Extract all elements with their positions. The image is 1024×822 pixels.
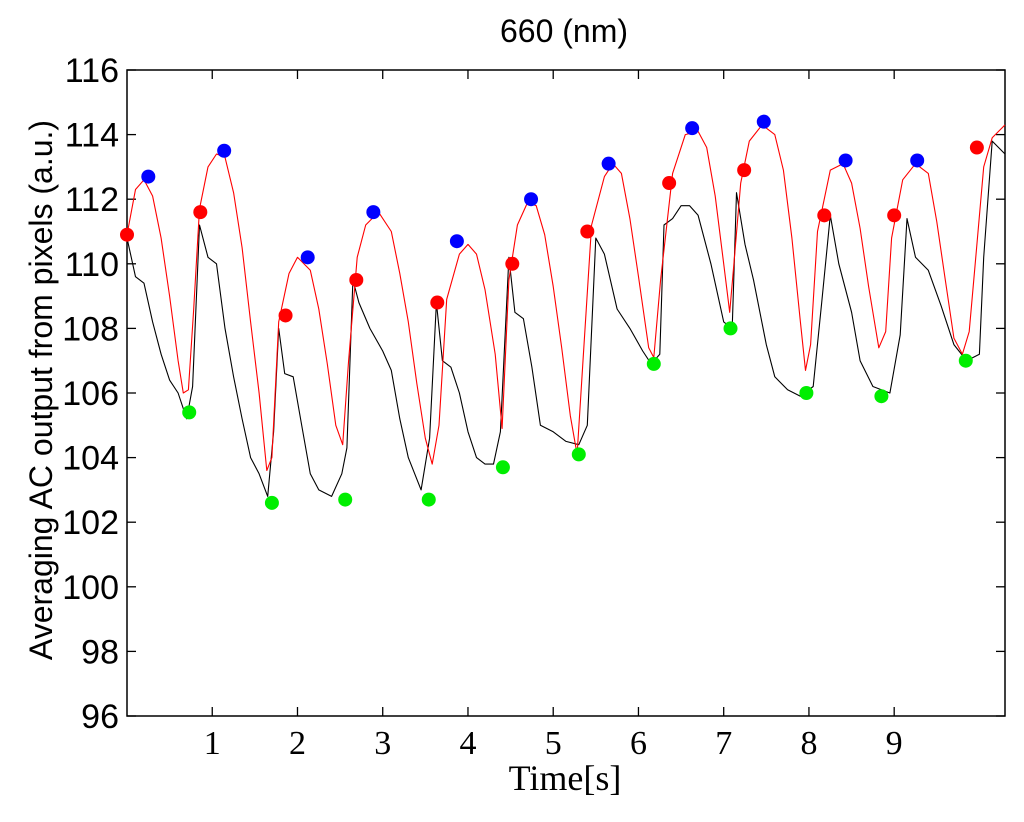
chart-title: 660 (nm): [500, 13, 628, 49]
envelope-line: [126, 124, 1006, 472]
peak-marker: [601, 156, 616, 171]
raw-signal-line: [126, 140, 1006, 497]
x-tick-label: 3: [374, 725, 391, 762]
x-tick-label: 2: [289, 725, 306, 762]
y-tick-label: 102: [62, 504, 119, 542]
peak-marker: [366, 205, 381, 220]
valley-marker: [421, 492, 436, 507]
y-tick-label: 108: [62, 310, 119, 348]
midpoint-marker: [817, 208, 832, 223]
midpoint-marker: [120, 227, 134, 242]
peak-marker: [756, 114, 771, 129]
y-tick-label: 104: [62, 440, 119, 478]
peak-marker: [685, 121, 700, 136]
x-tick-label: 6: [630, 725, 647, 762]
midpoint-marker: [887, 208, 902, 223]
midpoint-marker: [193, 205, 208, 220]
x-axis-label: Time[s]: [509, 758, 622, 798]
valley-marker: [571, 447, 586, 462]
midpoint-marker: [278, 308, 293, 323]
peak-marker: [449, 234, 464, 249]
peak-marker: [838, 153, 853, 168]
valley-marker: [495, 460, 510, 475]
valley-marker: [799, 386, 814, 400]
midpoint-marker: [969, 140, 984, 155]
x-tick-label: 4: [459, 725, 476, 762]
valley-marker: [264, 495, 279, 510]
y-tick-label: 114: [65, 117, 119, 155]
peak-marker: [524, 192, 539, 207]
valley-marker: [182, 405, 197, 420]
x-tick-label: 7: [715, 725, 732, 762]
peak-marker: [141, 169, 156, 184]
peak-marker: [217, 143, 232, 158]
peak-marker: [300, 250, 315, 265]
peak-marker: [910, 153, 925, 168]
valley-marker: [723, 321, 738, 336]
x-tick-label: 5: [545, 725, 562, 762]
valley-marker: [874, 389, 889, 404]
x-tick-label: 1: [204, 725, 221, 762]
y-tick-label: 106: [62, 375, 119, 413]
y-tick-label: 100: [62, 569, 119, 607]
valley-marker: [646, 356, 661, 371]
y-tick-label: 98: [81, 633, 119, 671]
valley-marker: [958, 353, 973, 368]
y-tick-label: 112: [65, 181, 119, 219]
midpoint-marker: [505, 256, 520, 271]
midpoint-marker: [349, 272, 364, 287]
series-markers: [120, 114, 984, 510]
midpoint-marker: [737, 163, 752, 178]
x-tick-label: 9: [886, 725, 903, 762]
midpoint-marker: [580, 224, 595, 239]
midpoint-marker: [662, 176, 677, 191]
series-lines: [126, 124, 1006, 497]
y-axis-label: Averaging AC output from pixels (a.u.): [23, 120, 59, 660]
midpoint-marker: [430, 295, 445, 310]
axis-ticks: 96 98 100 102 104 106 108 110 112 114 116 1 2 3 4 5 6 7 8 9: [62, 52, 1005, 762]
y-tick-label: 96: [81, 698, 119, 736]
y-tick-label: 116: [65, 52, 119, 90]
y-tick-label: 110: [65, 246, 119, 284]
valley-marker: [338, 492, 353, 507]
x-tick-label: 8: [800, 725, 817, 762]
